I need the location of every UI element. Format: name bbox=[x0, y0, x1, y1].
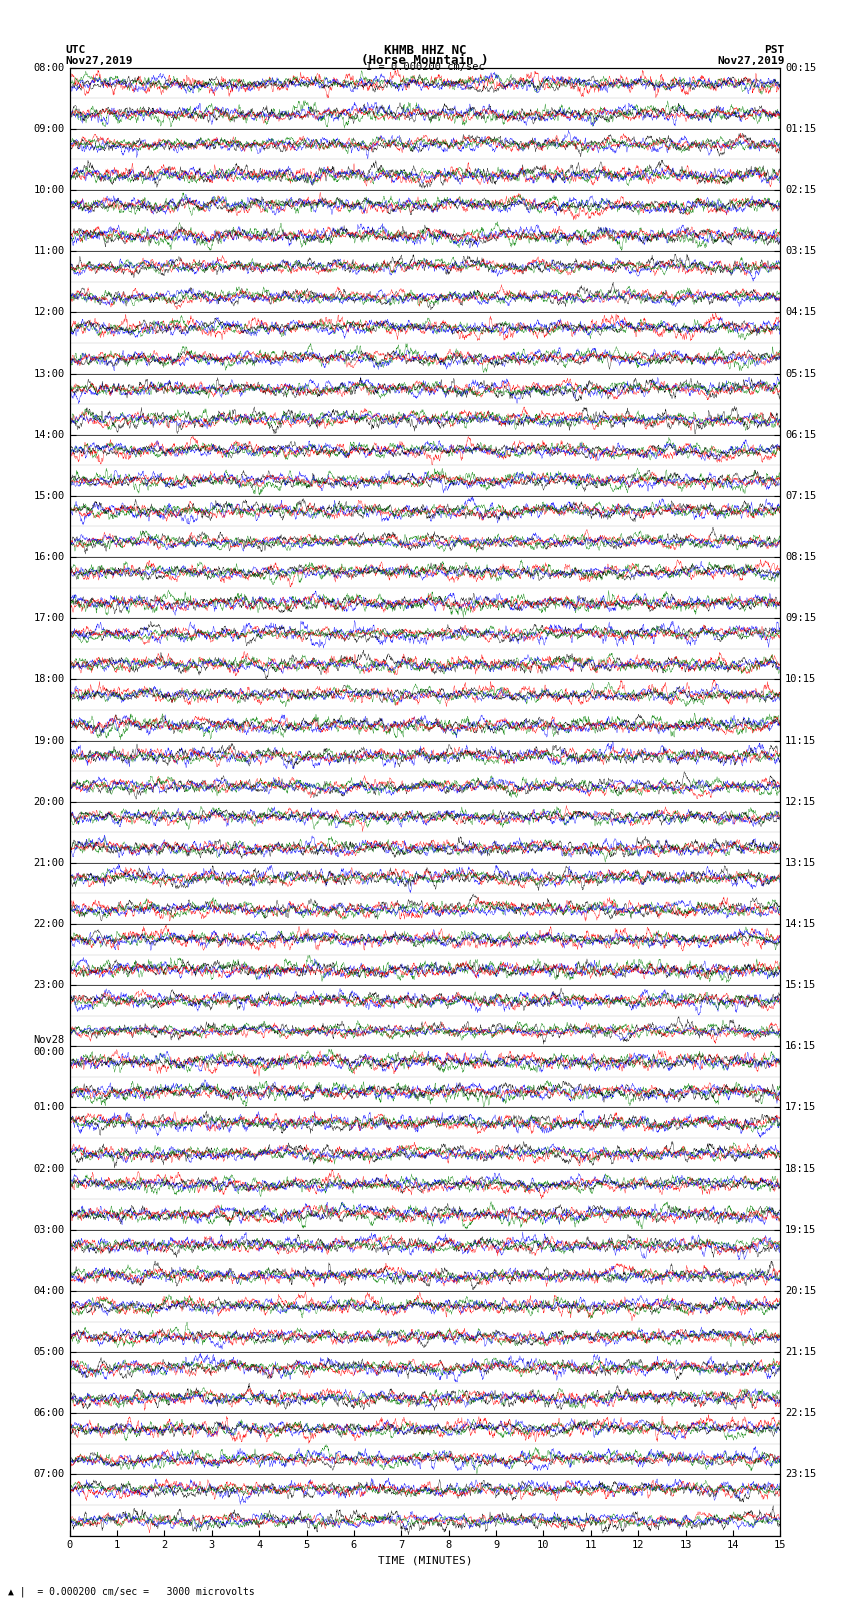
X-axis label: TIME (MINUTES): TIME (MINUTES) bbox=[377, 1557, 473, 1566]
Text: Nov27,2019: Nov27,2019 bbox=[65, 56, 133, 66]
Text: KHMB HHZ NC: KHMB HHZ NC bbox=[383, 44, 467, 58]
Text: UTC: UTC bbox=[65, 45, 86, 55]
Text: I = 0.000200 cm/sec: I = 0.000200 cm/sec bbox=[366, 63, 484, 73]
Text: (Horse Mountain ): (Horse Mountain ) bbox=[361, 53, 489, 68]
Text: PST: PST bbox=[764, 45, 785, 55]
Text: ▲ |  = 0.000200 cm/sec =   3000 microvolts: ▲ | = 0.000200 cm/sec = 3000 microvolts bbox=[8, 1586, 255, 1597]
Text: Nov27,2019: Nov27,2019 bbox=[717, 56, 785, 66]
